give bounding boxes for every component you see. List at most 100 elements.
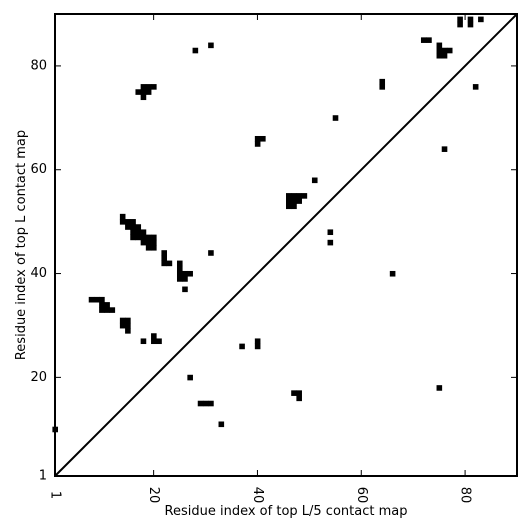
contact-cell <box>291 203 297 210</box>
contact-cell <box>286 193 292 199</box>
contact-cell <box>151 338 157 345</box>
x-tick-label: 40 <box>250 487 265 504</box>
contact-cell <box>135 89 142 95</box>
contact-cell <box>156 338 162 345</box>
contact-cell <box>140 338 147 345</box>
contact-cell <box>145 245 152 251</box>
contact-cell <box>135 234 142 241</box>
contact-cell <box>145 84 152 90</box>
contact-cell <box>291 390 297 396</box>
contact-cell <box>254 338 261 345</box>
contact-cell <box>426 37 432 43</box>
contact-cell <box>296 395 302 402</box>
contact-cell <box>291 198 297 204</box>
contact-cell <box>254 135 261 142</box>
contact-cell <box>436 52 443 59</box>
x-tick-label: 1 <box>48 491 63 499</box>
contact-cell <box>119 322 126 329</box>
contact-cell <box>140 89 147 95</box>
contact-cell <box>197 400 204 407</box>
contact-cell <box>389 270 396 277</box>
contact-cell <box>145 234 152 241</box>
contact-cell <box>176 260 183 267</box>
contact-cell <box>119 317 126 324</box>
contact-cell <box>140 239 147 246</box>
contact-cell <box>176 270 183 277</box>
y-tick-label: 40 <box>30 266 47 281</box>
contact-cell <box>467 16 474 23</box>
contact-cell <box>140 84 147 90</box>
contact-cell <box>436 42 443 49</box>
contact-cell <box>446 47 453 54</box>
contact-cell <box>327 229 334 236</box>
contact-cell <box>130 224 136 230</box>
contact-cell <box>151 239 157 246</box>
contact-cell <box>182 270 188 277</box>
contact-cell <box>218 421 225 428</box>
contact-cell <box>125 224 131 230</box>
contact-cell <box>286 198 292 204</box>
contact-cell <box>130 219 136 225</box>
contact-cell <box>208 250 214 256</box>
contact-cell <box>125 328 131 334</box>
contact-cell <box>151 333 157 339</box>
contact-cell <box>192 47 199 54</box>
contact-cell <box>420 37 427 43</box>
contact-cell <box>436 47 443 54</box>
contact-cell <box>99 302 105 308</box>
contact-cell <box>135 229 142 236</box>
diagonal-line <box>54 13 518 477</box>
contact-cell <box>457 16 463 23</box>
y-tick-label: 20 <box>30 370 47 385</box>
contact-cell <box>239 343 245 350</box>
contact-cell <box>254 141 261 147</box>
contact-cell <box>457 21 463 28</box>
contact-cell <box>379 84 386 90</box>
contact-cell <box>478 16 484 23</box>
contact-cell <box>254 343 261 350</box>
contact-cell <box>327 239 334 246</box>
x-tick-label: 80 <box>458 487 473 504</box>
contact-cell <box>104 307 110 313</box>
contact-cell <box>161 255 168 261</box>
contact-cell <box>379 78 386 85</box>
contact-cell <box>296 198 302 204</box>
x-tick-label: 20 <box>146 487 161 504</box>
contact-cell <box>130 234 136 241</box>
contact-cell <box>93 296 100 303</box>
contact-cells <box>52 16 484 433</box>
contact-cell <box>151 234 157 241</box>
contact-cell <box>472 84 479 90</box>
contact-cell <box>88 296 95 303</box>
contact-cell <box>166 260 173 267</box>
contact-cell <box>311 177 318 184</box>
contact-cell <box>208 400 214 407</box>
contact-cell <box>182 276 188 282</box>
contact-cell <box>145 89 152 95</box>
contact-cell <box>441 146 448 152</box>
contact-cell <box>467 21 474 28</box>
contact-cell <box>260 135 266 142</box>
contact-cell <box>161 260 168 267</box>
y-axis-label: Residue index of top L contact map <box>14 130 29 360</box>
contact-cell <box>441 52 448 59</box>
contact-cell <box>187 374 193 381</box>
contact-cell <box>99 296 105 303</box>
contact-cell <box>119 213 126 220</box>
contact-cell <box>441 47 448 54</box>
contact-cell <box>291 193 297 199</box>
contact-cell <box>161 250 168 256</box>
contact-cell <box>208 42 214 49</box>
x-axis-label: Residue index of top L/5 contact map <box>165 504 408 519</box>
x-axis-ticks: 1 20 40 60 80 <box>48 14 473 503</box>
y-tick-label: 60 <box>30 162 47 177</box>
contact-cell <box>140 234 147 241</box>
contact-cell <box>125 219 131 225</box>
y-axis-ticks: 1 20 40 60 80 <box>30 58 517 484</box>
contact-cell <box>130 229 136 236</box>
contact-cell <box>140 94 147 101</box>
plot-frame <box>54 13 518 477</box>
contact-cell <box>332 115 339 121</box>
contact-cell <box>151 245 157 251</box>
